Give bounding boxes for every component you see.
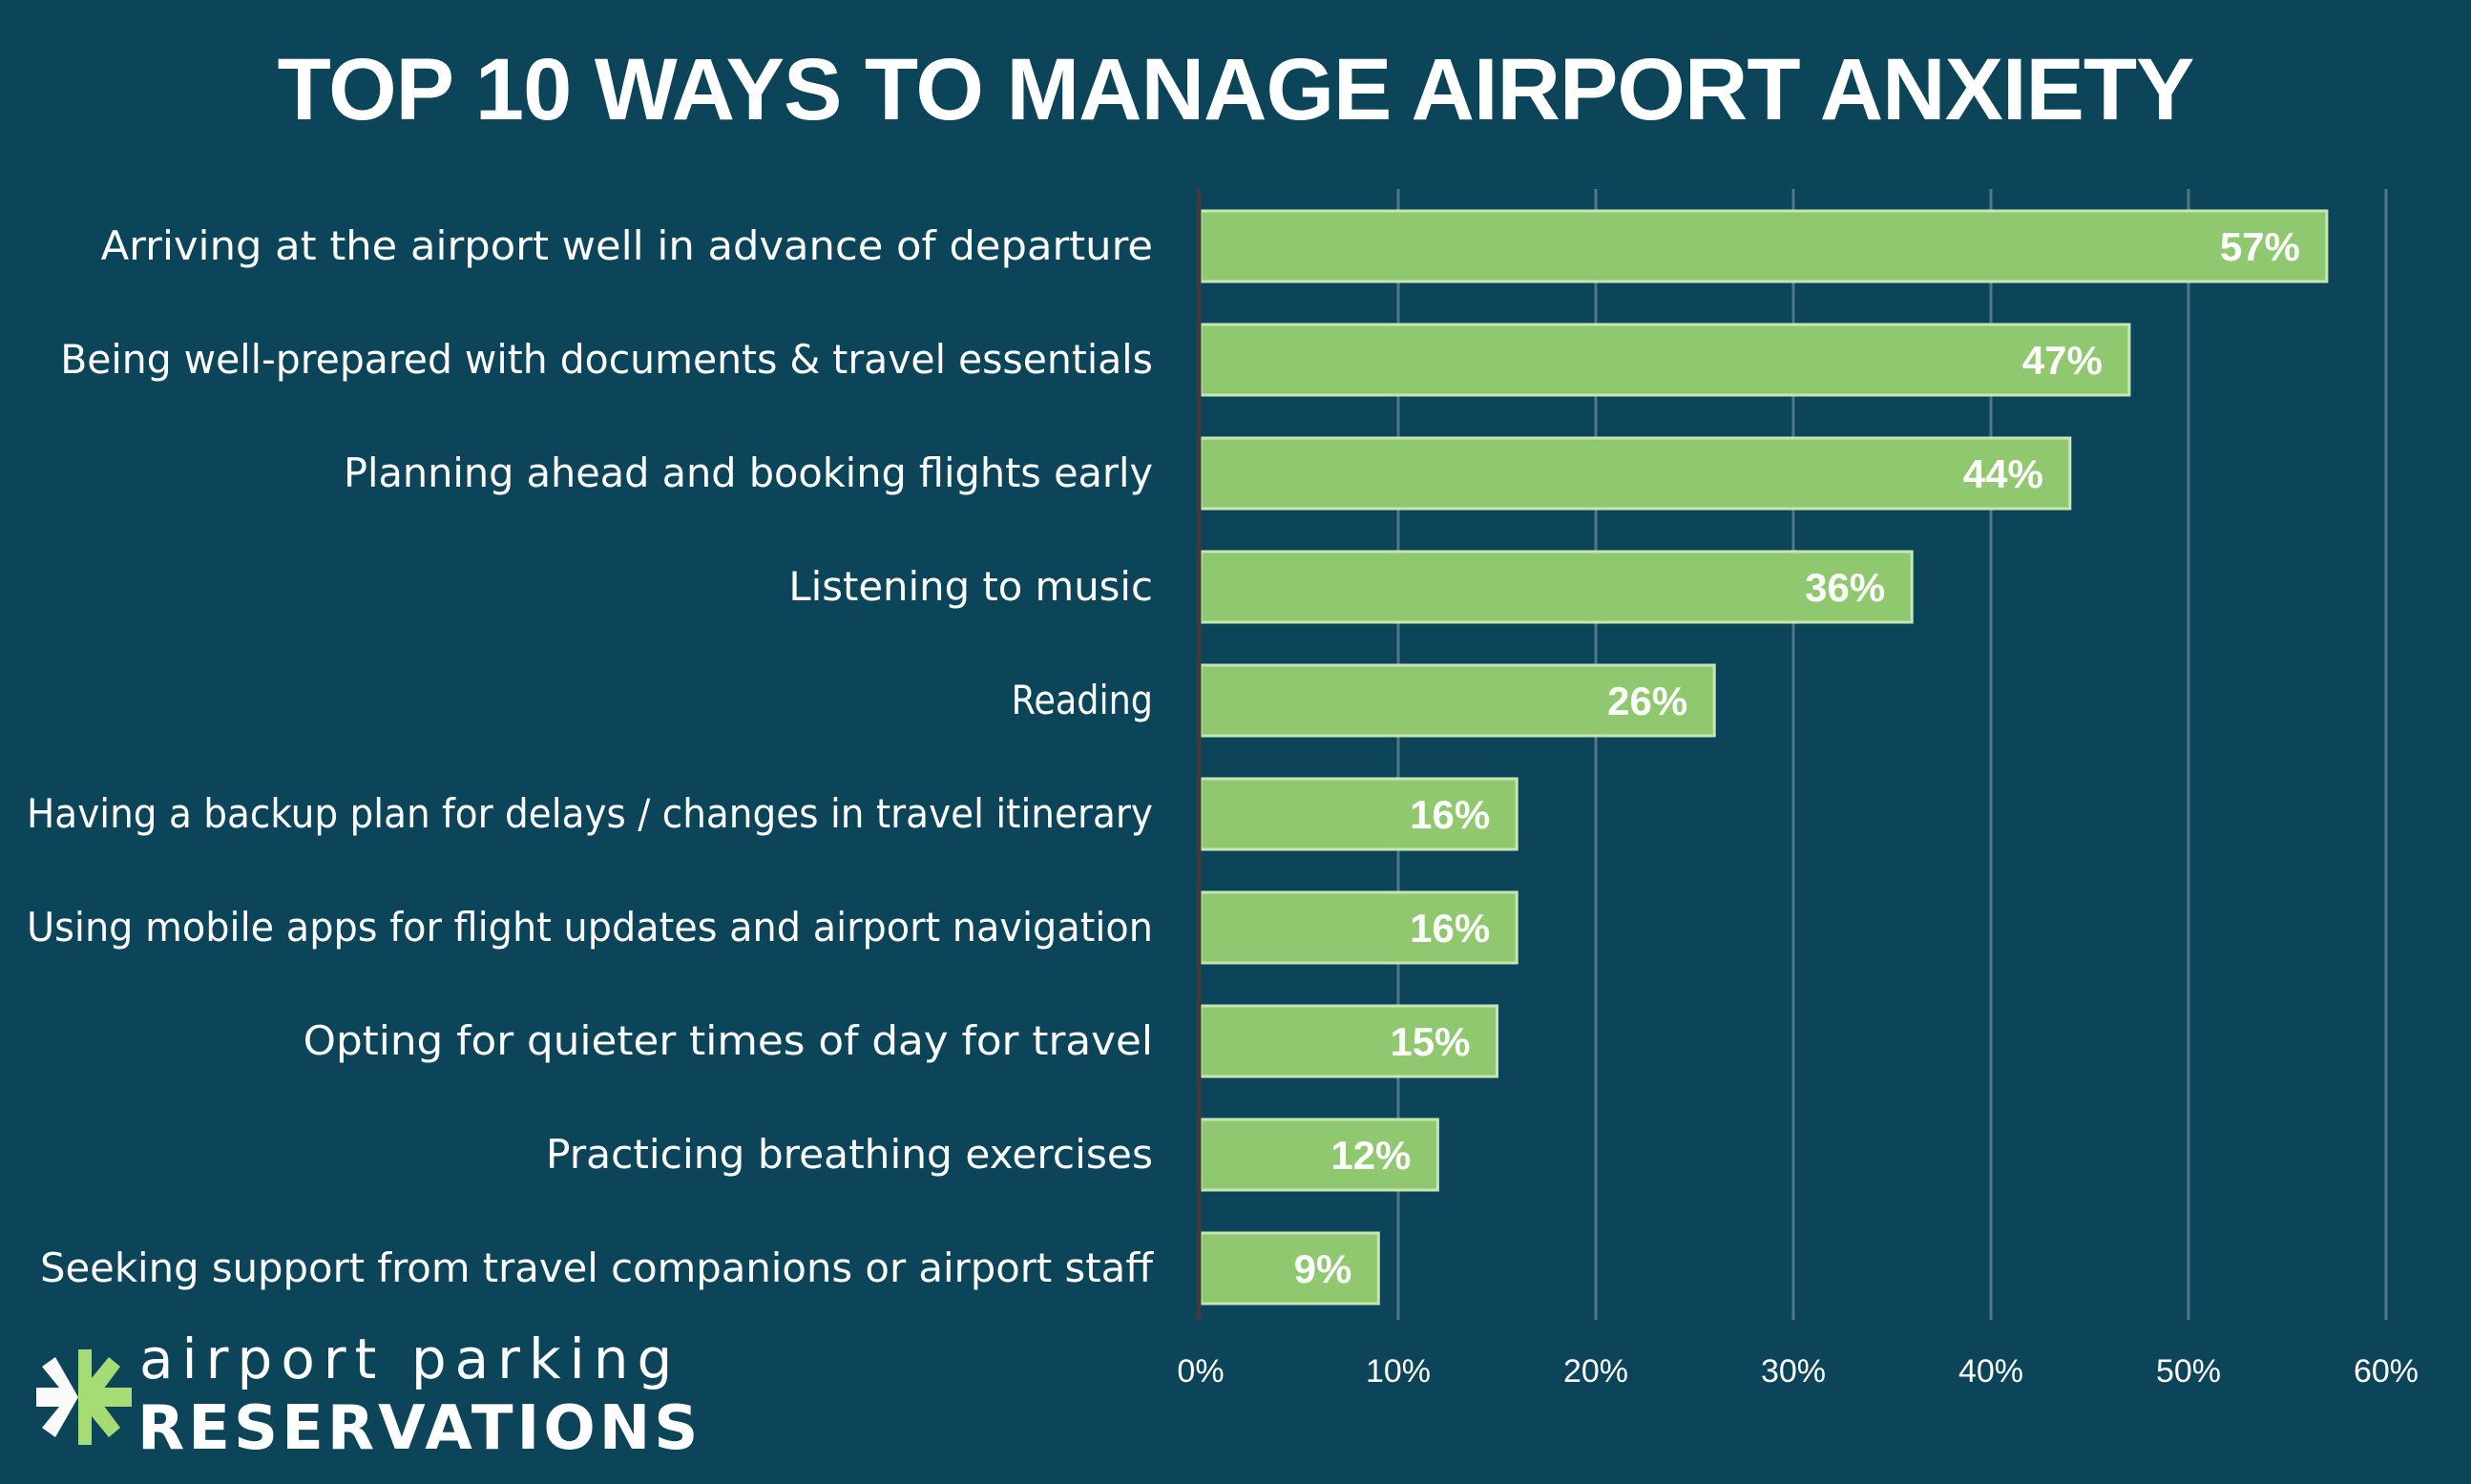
bar [1199,436,2072,511]
data-label: 16% [1410,792,1490,837]
category-label: Listening to music [788,563,1153,610]
x-tick-label: 60% [2354,1353,2419,1390]
bar [1199,323,2131,397]
x-tick-label: 20% [1563,1353,1628,1390]
category-label: Seeking support from travel companions o… [40,1244,1154,1291]
category-label: Opting for quieter times of day for trav… [304,1017,1153,1064]
category-label: Reading [1012,677,1153,723]
bar [1199,550,1914,624]
category-label: Being well-prepared with documents & tra… [60,336,1153,383]
data-label: 36% [1805,565,1885,610]
data-label: 16% [1410,906,1490,951]
category-label: Having a backup plan for delays / change… [27,790,1153,837]
logo-line2: RESERVATIONS [137,1393,702,1464]
category-label: Practicing breathing exercises [546,1131,1153,1178]
x-tick-label: 10% [1366,1353,1431,1390]
data-label: 15% [1390,1019,1470,1064]
logo: airport parking RESERVATIONS [36,1328,698,1472]
x-tick-label: 0% [1177,1353,1224,1390]
bar [1199,890,1518,965]
x-tick-label: 30% [1761,1353,1826,1390]
bar [1199,209,2329,283]
bar [1199,1118,1439,1192]
bar [1199,777,1518,851]
data-label: 44% [1963,451,2043,496]
data-label: 57% [2220,224,2300,269]
data-label: 47% [2022,338,2103,383]
logo-asterisk-icon [36,1349,132,1445]
bar [1199,1231,1380,1306]
category-label: Using mobile apps for flight updates and… [27,904,1153,951]
chart-title: TOP 10 WAYS TO MANAGE AIRPORT ANXIETY [277,41,2195,138]
bar [1199,1004,1498,1078]
data-label: 12% [1330,1133,1411,1178]
category-label: Planning ahead and booking flights early [344,449,1153,496]
x-tick-label: 40% [1958,1353,2023,1390]
data-label: 26% [1607,679,1687,723]
category-label: Arriving at the airport well in advance … [101,222,1153,269]
logo-line1: airport parking [139,1327,681,1391]
data-label: 9% [1294,1246,1352,1291]
x-tick-label: 50% [2156,1353,2221,1390]
